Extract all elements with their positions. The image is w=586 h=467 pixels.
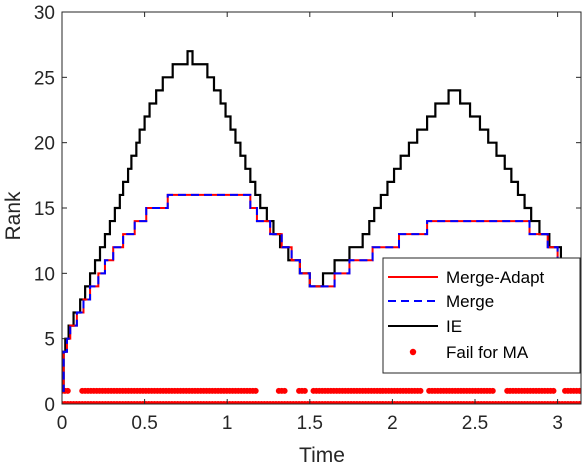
fail-marker <box>489 387 496 394</box>
y-tick-label: 30 <box>34 3 55 24</box>
series-layer <box>62 50 581 404</box>
y-tick-label: 10 <box>34 264 55 285</box>
legend-label-fail-for-ma: Fail for MA <box>446 343 529 362</box>
legend: Merge-Adapt Merge IE Fail for MA <box>382 257 581 374</box>
fail-marker <box>301 387 308 394</box>
legend-label-merge: Merge <box>446 292 494 311</box>
legend-swatch-fail-for-ma <box>409 348 417 356</box>
fail-marker <box>576 387 581 394</box>
y-tick-label: 0 <box>44 395 55 416</box>
legend-label-merge-adapt: Merge-Adapt <box>446 268 545 287</box>
x-tick-label: 0 <box>57 413 68 434</box>
fail-marker <box>281 387 288 394</box>
x-tick-label: 2.5 <box>462 413 488 434</box>
legend-label-ie: IE <box>446 317 462 336</box>
series-line-merge <box>62 193 581 392</box>
x-tick-label: 1.5 <box>297 413 323 434</box>
x-tick-label: 3 <box>552 413 563 434</box>
fail-marker <box>417 387 424 394</box>
x-tick-label: 1 <box>222 413 233 434</box>
y-tick-label: 15 <box>34 199 55 220</box>
series-fail-for-ma <box>62 387 581 404</box>
y-tick-label: 5 <box>44 330 55 351</box>
fail-marker <box>550 387 557 394</box>
y-axis-label: Rank <box>2 191 25 241</box>
x-axis-label: Time <box>299 444 345 467</box>
y-tick-label: 20 <box>34 134 55 155</box>
fail-marker <box>576 401 581 404</box>
fail-marker <box>252 387 259 394</box>
fail-marker <box>64 387 71 394</box>
y-tick-label: 25 <box>34 68 55 89</box>
x-tick-label: 0.5 <box>131 413 157 434</box>
series-line-ie <box>62 50 581 393</box>
tick-marks <box>61 11 581 405</box>
x-tick-label: 2 <box>387 413 398 434</box>
